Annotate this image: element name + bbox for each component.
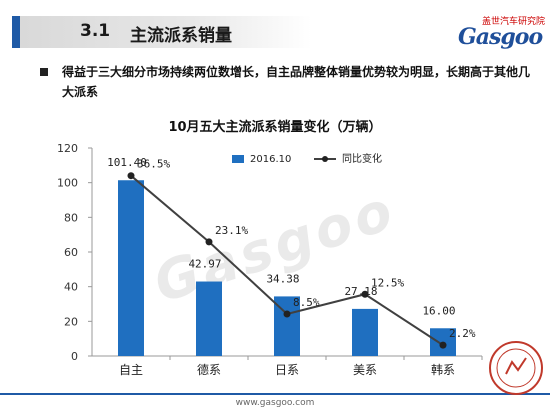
seal-icon bbox=[489, 341, 543, 395]
chart-axes: 0 20 40 60 80 100 120 自主 德系 日系 美系 韩系 bbox=[57, 142, 483, 377]
y-tick-label: 100 bbox=[57, 177, 78, 190]
line-value-label: 23.1% bbox=[215, 224, 248, 237]
brand-logo: Gasgoo bbox=[458, 24, 543, 50]
summary-text: 得益于三大细分市场持续两位数增长，自主品牌整体销量优势较为明显，长期高于其他几大… bbox=[62, 65, 531, 99]
bar bbox=[196, 281, 222, 356]
brand-subtitle: 盖世汽车研究院 bbox=[482, 17, 546, 27]
x-tick-label: 韩系 bbox=[431, 362, 455, 377]
line-point bbox=[361, 290, 369, 298]
y-tick-label: 60 bbox=[64, 246, 78, 259]
bar-value-label: 27.18 bbox=[344, 285, 377, 298]
x-tick-label: 日系 bbox=[275, 363, 299, 377]
legend-bar-label: 2016.10 bbox=[250, 154, 291, 165]
line-point bbox=[283, 310, 291, 318]
section-number: 3.1 bbox=[80, 21, 111, 41]
line-value-label: 12.5% bbox=[371, 276, 404, 289]
section-title: 主流派系销量 bbox=[130, 26, 232, 46]
x-tick-label: 美系 bbox=[353, 363, 377, 377]
bar bbox=[118, 180, 144, 356]
legend-line-label: 同比变化 bbox=[342, 152, 382, 165]
line-value-label: 36.5% bbox=[137, 158, 170, 171]
line-series: 36.5% 23.1% 8.5% 12.5% 2.2% bbox=[127, 158, 476, 349]
y-tick-label: 20 bbox=[64, 315, 78, 328]
bar-value-label: 101.40 bbox=[107, 156, 147, 169]
bar-value-label: 16.00 bbox=[422, 304, 455, 317]
y-tick-label: 120 bbox=[57, 142, 78, 155]
bar bbox=[352, 308, 378, 356]
footer-url: www.gasgoo.com bbox=[235, 398, 315, 408]
section-header-bar bbox=[12, 16, 312, 48]
line-point bbox=[205, 238, 213, 246]
y-tick-label: 40 bbox=[64, 281, 78, 294]
section-header-accent bbox=[12, 16, 20, 48]
line-value-label: 2.2% bbox=[449, 327, 476, 340]
line-value-label: 8.5% bbox=[293, 296, 320, 309]
chart-title: 10月五大主流派系销量变化（万辆） bbox=[168, 120, 382, 135]
bar-value-label: 42.97 bbox=[188, 258, 221, 271]
chart-legend: 2016.10 同比变化 bbox=[232, 152, 382, 165]
y-tick-label: 80 bbox=[64, 211, 78, 224]
y-tick-label: 0 bbox=[71, 350, 78, 363]
bar-value-label: 34.38 bbox=[266, 272, 299, 285]
x-tick-label: 德系 bbox=[197, 362, 221, 377]
legend-line-marker bbox=[322, 156, 328, 162]
line-point bbox=[127, 172, 135, 180]
bar-series: 101.40 42.97 34.38 27.18 16.00 bbox=[107, 156, 456, 356]
bullet-icon bbox=[40, 68, 48, 76]
footer-divider bbox=[0, 393, 550, 395]
line-point bbox=[439, 341, 447, 349]
legend-bar-swatch bbox=[232, 155, 244, 163]
x-tick-label: 自主 bbox=[119, 363, 143, 377]
